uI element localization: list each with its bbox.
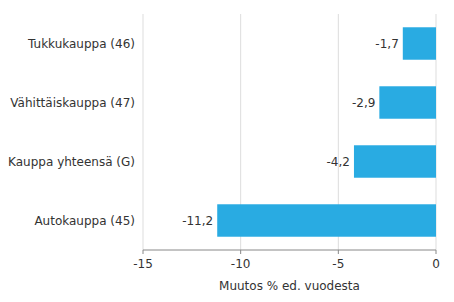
bar <box>403 27 436 59</box>
chart-container: -15-10-50Muutos % ed. vuodesta-11,2-4,2-… <box>0 0 454 302</box>
bar <box>354 145 436 177</box>
x-tick-label: 0 <box>432 257 440 271</box>
data-label: -11,2 <box>182 214 213 228</box>
labels: -11,2 -4,2 -2,9 -1,7 <box>182 37 399 228</box>
x-tick-label: -15 <box>133 257 153 271</box>
chart-svg: -15-10-50Muutos % ed. vuodesta-11,2-4,2-… <box>0 0 454 302</box>
x-axis-line <box>143 250 436 251</box>
y-tick-label: Vähittäiskauppa (47) <box>10 96 135 110</box>
x-axis-label: Muutos % ed. vuodesta <box>219 279 360 293</box>
x-tick <box>240 250 241 254</box>
grid-line <box>143 14 144 250</box>
grid <box>143 14 436 250</box>
y-tick-label: Autokauppa (45) <box>34 214 135 228</box>
x-axis: -15 -10 -5 0 <box>133 250 440 271</box>
x-tick <box>338 250 339 254</box>
bar <box>379 86 436 118</box>
x-tick-label: -10 <box>231 257 251 271</box>
x-tick <box>436 250 437 254</box>
data-label: -2,9 <box>352 96 375 110</box>
x-tick <box>143 250 144 254</box>
data-label: -1,7 <box>375 37 398 51</box>
data-label: -4,2 <box>327 155 350 169</box>
bars <box>217 27 436 236</box>
y-axis: Autokauppa (45) Kauppa yhteensä (G) Vähitt… <box>8 37 135 228</box>
y-tick-label: Tukkukauppa (46) <box>27 37 135 51</box>
y-tick-label: Kauppa yhteensä (G) <box>8 155 135 169</box>
x-tick-label: -5 <box>332 257 344 271</box>
bar <box>217 204 436 236</box>
